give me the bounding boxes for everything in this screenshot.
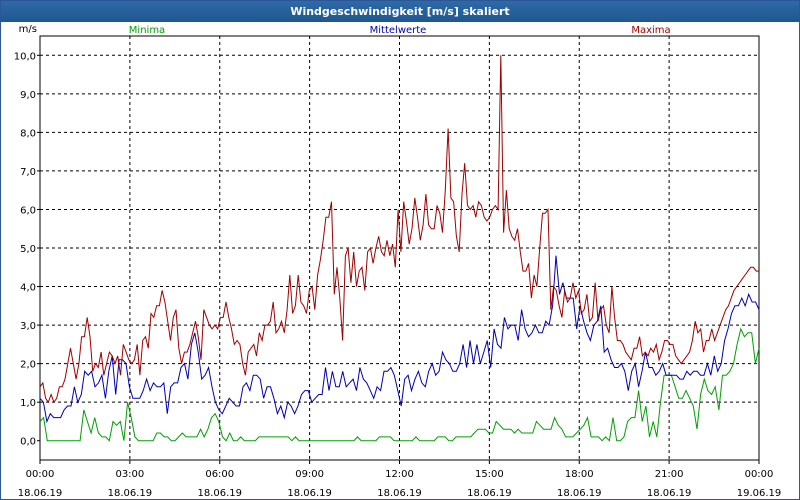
x-tick-date: 18.06.19	[467, 488, 512, 499]
x-tick-time: 09:00	[295, 469, 324, 480]
x-tick-time: 06:00	[205, 469, 234, 480]
y-tick-label: 8,0	[20, 128, 36, 139]
y-tick-label: 1,0	[20, 398, 36, 409]
legend-minima: Minima	[129, 25, 165, 36]
y-tick-label: 9,0	[20, 90, 36, 101]
series-line-maxima	[39, 55, 759, 404]
legend-mittelwerte: Mittelwerte	[370, 25, 427, 36]
x-tick-date: 19.06.19	[737, 488, 782, 499]
y-tick-label: 4,0	[20, 283, 36, 294]
x-tick-date: 18.06.19	[287, 488, 332, 499]
x-tick-time: 00:00	[26, 469, 55, 480]
x-tick-time: 12:00	[385, 469, 414, 480]
window-title: Windgeschwindigkeit [m/s] skaliert	[1, 1, 799, 22]
y-tick-label: 3,0	[20, 321, 36, 332]
y-tick-label: 6,0	[20, 205, 36, 216]
x-tick-date: 18.06.19	[18, 488, 63, 499]
wind-speed-chart: m/s 0,0 1,0 2,0 3,0 4,0 5,0 6,0 7,0 8,0 9,0 10,0 00:…	[14, 24, 782, 499]
y-tick-label: 10,0	[14, 51, 36, 62]
x-tick-time: 15:00	[475, 469, 504, 480]
y-tick-label: 2,0	[20, 360, 36, 371]
y-tick-label: 5,0	[20, 244, 36, 255]
y-axis-label: m/s	[19, 24, 37, 35]
y-tick-label: 7,0	[20, 167, 36, 178]
x-tick-date: 18.06.19	[197, 488, 242, 499]
x-tick-time: 21:00	[655, 469, 684, 480]
series-line-mittelwerte	[39, 255, 760, 424]
x-tick-time: 00:00	[745, 469, 774, 480]
x-tick-date: 18.06.19	[377, 488, 422, 499]
x-tick-date: 18.06.19	[108, 488, 153, 499]
x-tick-time: 18:00	[565, 469, 594, 480]
y-tick-label: 0,0	[20, 437, 36, 448]
series-line-minima	[39, 327, 760, 442]
legend-maxima: Maxima	[631, 25, 670, 36]
x-tick-date: 18.06.19	[557, 488, 602, 499]
x-tick-date: 18.06.19	[647, 488, 692, 499]
x-tick-time: 03:00	[115, 469, 144, 480]
